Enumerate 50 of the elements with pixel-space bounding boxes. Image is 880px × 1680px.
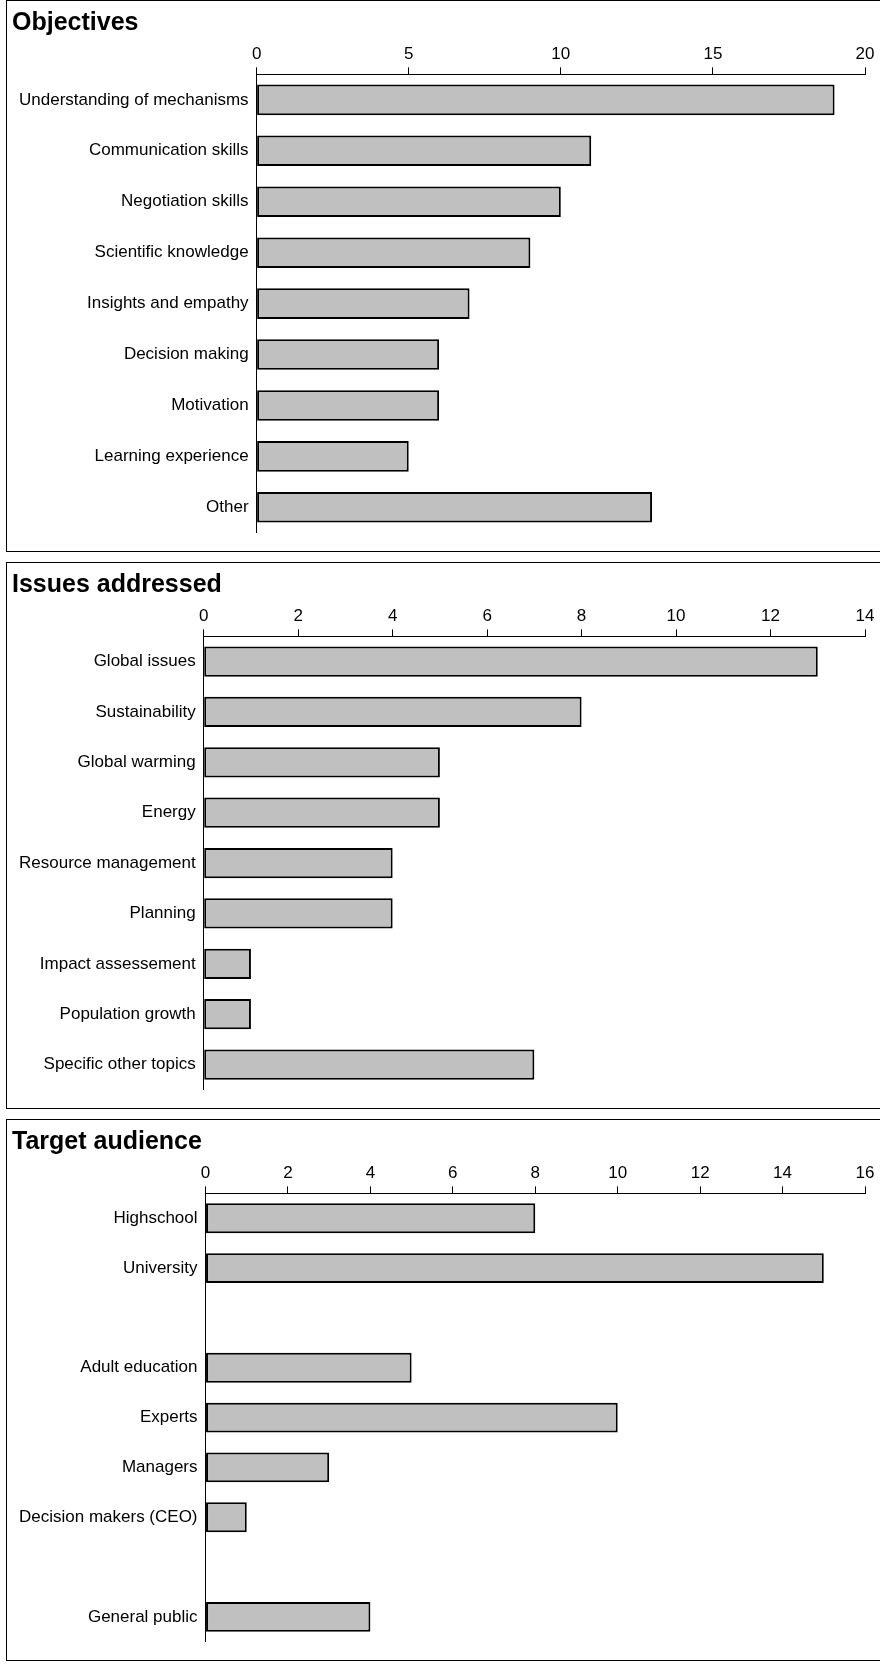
y-tick-label: Negotiation skills xyxy=(121,191,249,211)
x-tick-label: 12 xyxy=(690,1162,710,1182)
y-tick-label: Impact assessement xyxy=(39,953,196,973)
x-tick-label: 4 xyxy=(387,605,398,625)
x-tick-label: 5 xyxy=(403,43,414,63)
x-tick-label: 0 xyxy=(198,605,209,625)
y-tick-label: Scientific knowledge xyxy=(94,242,249,262)
x-tick-label: 20 xyxy=(855,43,875,63)
y-tick-label: Global issues xyxy=(93,651,196,671)
chart-title: Issues addressed xyxy=(12,569,222,598)
x-tick-label: 0 xyxy=(251,43,262,63)
y-tick-label: Energy xyxy=(141,802,197,822)
y-tick-label: Decision makers (CEO) xyxy=(18,1506,198,1526)
y-tick-label: Specific other topics xyxy=(43,1054,196,1074)
y-tick-label: Experts xyxy=(139,1407,198,1427)
y-tick-label: Planning xyxy=(129,903,196,923)
y-tick-label: Resource management xyxy=(18,852,196,872)
y-tick-label: Highschool xyxy=(113,1208,198,1227)
x-tick-label: 2 xyxy=(283,1162,293,1182)
x-tick-label: 10 xyxy=(551,43,571,63)
x-tick-label: 15 xyxy=(703,43,723,63)
y-tick-label: University xyxy=(122,1257,199,1277)
y-tick-label: Global warming xyxy=(77,752,196,772)
x-tick-label: 4 xyxy=(365,1162,376,1182)
y-tick-label: Other xyxy=(206,497,249,517)
x-tick-label: 16 xyxy=(855,1162,875,1182)
x-tick-label: 6 xyxy=(482,605,492,625)
y-tick-label: Learning experience xyxy=(94,446,249,466)
x-tick-label: 10 xyxy=(608,1162,628,1182)
y-tick-label: General public xyxy=(87,1606,199,1626)
x-tick-label: 6 xyxy=(448,1162,458,1182)
x-tick-label: 14 xyxy=(773,1162,793,1182)
x-tick-label: 14 xyxy=(855,605,875,625)
y-tick-label: Adult education xyxy=(80,1357,198,1377)
y-tick-label: Motivation xyxy=(171,395,249,415)
y-tick-label: Communication skills xyxy=(88,140,249,160)
y-tick-label: Sustainability xyxy=(95,701,197,721)
x-tick-label: 2 xyxy=(293,605,303,625)
x-tick-label: 8 xyxy=(530,1162,540,1182)
x-tick-label: 0 xyxy=(200,1162,211,1182)
y-tick-label: Understanding of mechanisms xyxy=(18,89,249,109)
y-tick-label: Population growth xyxy=(59,1003,196,1023)
x-tick-label: 8 xyxy=(576,605,587,625)
x-tick-label: 12 xyxy=(761,605,780,625)
y-tick-label: Insights and empathy xyxy=(87,293,250,313)
y-tick-label: Managers xyxy=(121,1457,198,1477)
x-tick-label: 10 xyxy=(666,605,686,625)
y-tick-label: Decision making xyxy=(123,344,249,364)
chart-title: Target audience xyxy=(12,1126,202,1155)
chart-title: Objectives xyxy=(12,7,139,36)
